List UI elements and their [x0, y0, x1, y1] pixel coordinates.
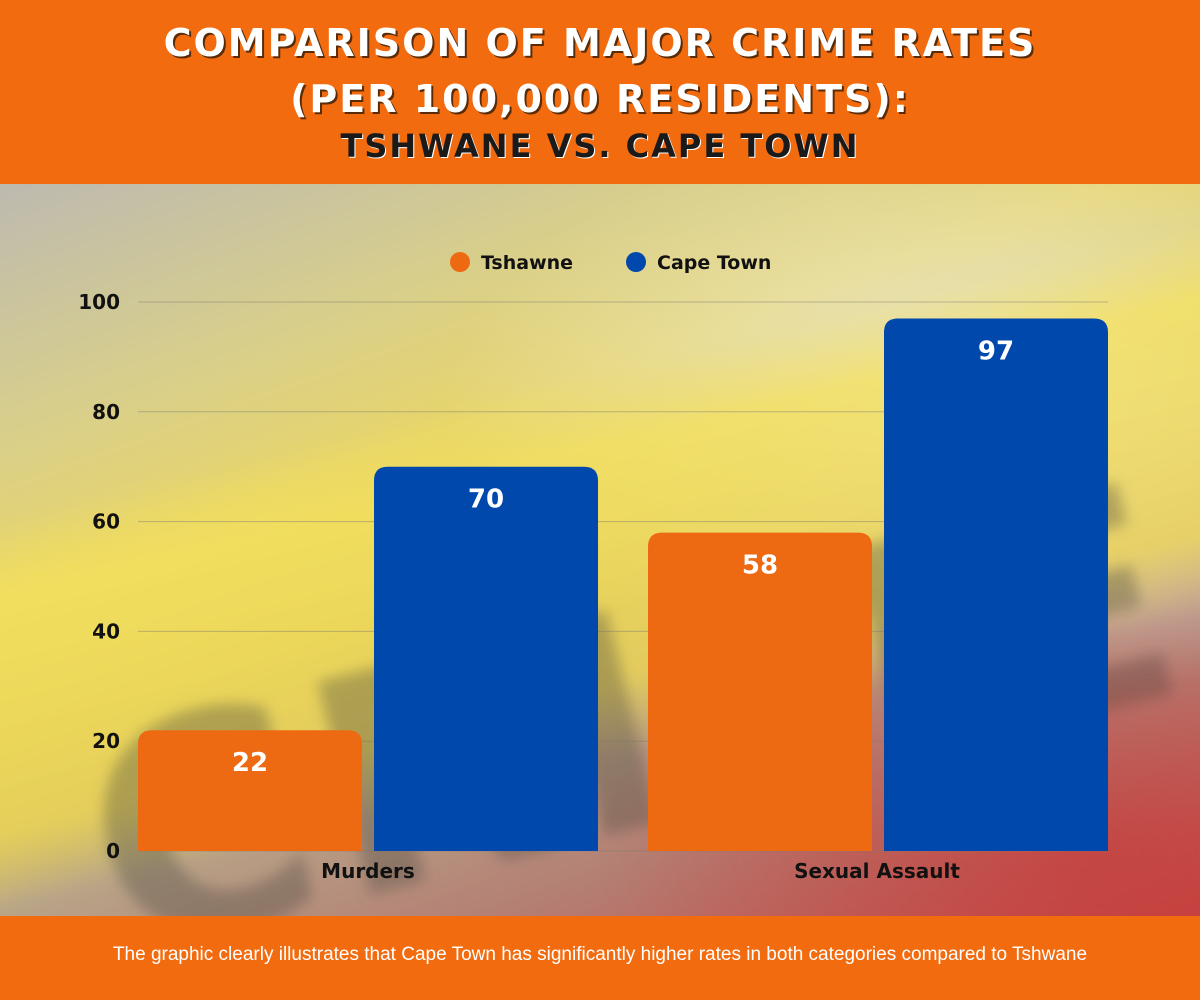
header: Comparison of Major Crime Rates (per 100… — [0, 0, 1200, 184]
y-tick-label: 40 — [92, 619, 120, 643]
legend-swatch-tshawne — [450, 252, 470, 272]
bar-tshawne-sexual-assault — [648, 532, 872, 851]
bar-tshawne-murders — [138, 730, 362, 851]
legend-label: Cape Town — [657, 252, 771, 274]
y-tick-label: 0 — [106, 839, 120, 863]
x-category-label: Sexual Assault — [794, 859, 960, 883]
chart-title-line-2: (per 100,000 residents): — [290, 77, 910, 121]
y-tick-label: 100 — [78, 290, 120, 314]
legend-label: Tshawne — [481, 252, 573, 274]
legend-swatch-cape-town — [626, 252, 646, 272]
bar-cape-town-sexual-assault — [884, 318, 1108, 852]
bar-value-label: 97 — [978, 336, 1014, 366]
chart-title-line-3: Tshwane vs. Cape Town — [340, 127, 860, 165]
x-category-label: Murders — [321, 859, 415, 883]
chart-title-line-1: Comparison of Major Crime Rates — [163, 21, 1037, 65]
x-axis-categories: Murders Sexual Assault — [321, 859, 960, 883]
y-tick-label: 20 — [92, 729, 120, 753]
y-tick-label: 80 — [92, 400, 120, 424]
y-tick-label: 60 — [92, 510, 120, 534]
legend: Tshawne Cape Town — [450, 252, 771, 274]
bars: 22 70 58 97 — [138, 318, 1108, 852]
bar-value-label: 70 — [468, 485, 504, 515]
bar-value-label: 58 — [742, 551, 778, 581]
footer-caption: The graphic clearly illustrates that Cap… — [112, 944, 1088, 965]
bar-value-label: 22 — [232, 748, 268, 778]
bar-cape-town-murders — [374, 466, 598, 851]
y-axis-ticks: 0 20 40 60 80 100 — [78, 290, 120, 863]
footer: The graphic clearly illustrates that Cap… — [0, 916, 1200, 1000]
